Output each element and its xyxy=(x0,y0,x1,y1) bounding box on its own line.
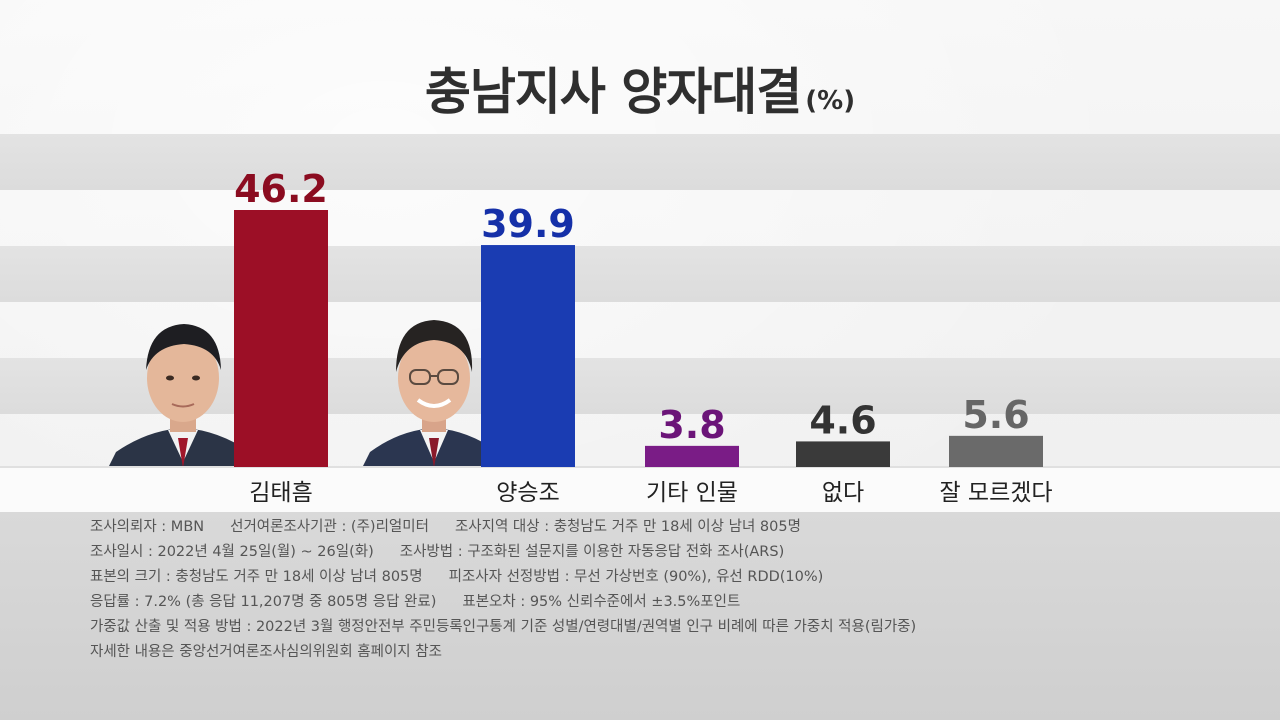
chart-title-container: 충남지사 양자대결 (%) xyxy=(0,52,1280,124)
survey-note-item: 표본의 크기 : 충청남도 거주 만 18세 이상 남녀 805명 xyxy=(90,569,423,585)
survey-notes-panel xyxy=(0,512,1280,720)
category-label-5: 잘 모르겠다 xyxy=(939,480,1052,506)
category-label-1: 김태흠 xyxy=(249,480,312,506)
background-stripe xyxy=(0,246,1280,302)
chart-unit: (%) xyxy=(805,86,856,116)
survey-note-line: 조사일시 : 2022년 4월 25일(월) ~ 26일(화) 조사방법 : 구조… xyxy=(90,540,1090,565)
survey-note-item: 선거여론조사기관 : (주)리얼미터 xyxy=(230,519,429,535)
bar-1 xyxy=(234,210,328,467)
survey-note-item: 응답률 : 7.2% (총 응답 11,207명 중 805명 응답 완료) xyxy=(90,594,437,610)
bar-4 xyxy=(796,441,890,467)
bar-value-label-3: 3.8 xyxy=(658,403,725,447)
bar-value-label-2: 39.9 xyxy=(481,202,575,246)
survey-note-item: 조사일시 : 2022년 4월 25일(월) ~ 26일(화) xyxy=(90,544,374,560)
background-stripe xyxy=(0,134,1280,190)
survey-note-item: 표본오차 : 95% 신뢰수준에서 ±3.5%포인트 xyxy=(462,594,741,610)
survey-note-line: 표본의 크기 : 충청남도 거주 만 18세 이상 남녀 805명 피조사자 선정… xyxy=(90,565,1090,590)
candidate-2-photo-icon xyxy=(362,320,506,468)
survey-note-line: 응답률 : 7.2% (총 응답 11,207명 중 805명 응답 완료) 표본… xyxy=(90,590,1090,615)
candidate-1-photo-icon xyxy=(108,324,258,468)
bar-5 xyxy=(949,435,1043,467)
category-label-4: 없다 xyxy=(822,480,864,506)
survey-note-item: 조사의뢰자 : MBN xyxy=(90,519,205,535)
survey-note-item: 조사지역 대상 : 충청남도 거주 만 18세 이상 남녀 805명 xyxy=(454,519,801,535)
survey-notes: 조사의뢰자 : MBN 선거여론조사기관 : (주)리얼미터 조사지역 대상 : 충… xyxy=(90,515,1090,665)
survey-note-item: 자세한 내용은 중앙선거여론조사심의위원회 홈페이지 참조 xyxy=(90,644,442,660)
chart-title: 충남지사 양자대결 xyxy=(424,63,802,121)
category-label-2: 양승조 xyxy=(496,480,559,506)
bar-value-label-4: 4.6 xyxy=(809,398,876,442)
bar-value-label-5: 5.6 xyxy=(962,393,1029,437)
chart-baseline xyxy=(0,466,1280,468)
survey-note-line: 자세한 내용은 중앙선거여론조사심의위원회 홈페이지 참조 xyxy=(90,640,1090,665)
bar-value-label-1: 46.2 xyxy=(234,167,328,211)
bar-2 xyxy=(481,245,575,467)
survey-note-line: 조사의뢰자 : MBN 선거여론조사기관 : (주)리얼미터 조사지역 대상 : 충… xyxy=(90,515,1090,540)
category-label-band xyxy=(0,466,1280,512)
survey-note-item: 조사방법 : 구조화된 설문지를 이용한 자동응답 전화 조사(ARS) xyxy=(399,544,785,560)
bar-3 xyxy=(645,445,739,467)
survey-note-line: 가중값 산출 및 적용 방법 : 2022년 3월 행정안전부 주민등록인구통계… xyxy=(90,615,1090,640)
survey-note-item: 가중값 산출 및 적용 방법 : 2022년 3월 행정안전부 주민등록인구통계… xyxy=(90,619,917,635)
category-label-3: 기타 인물 xyxy=(646,480,738,506)
survey-note-item: 피조사자 선정방법 : 무선 가상번호 (90%), 유선 RDD(10%) xyxy=(448,569,824,585)
